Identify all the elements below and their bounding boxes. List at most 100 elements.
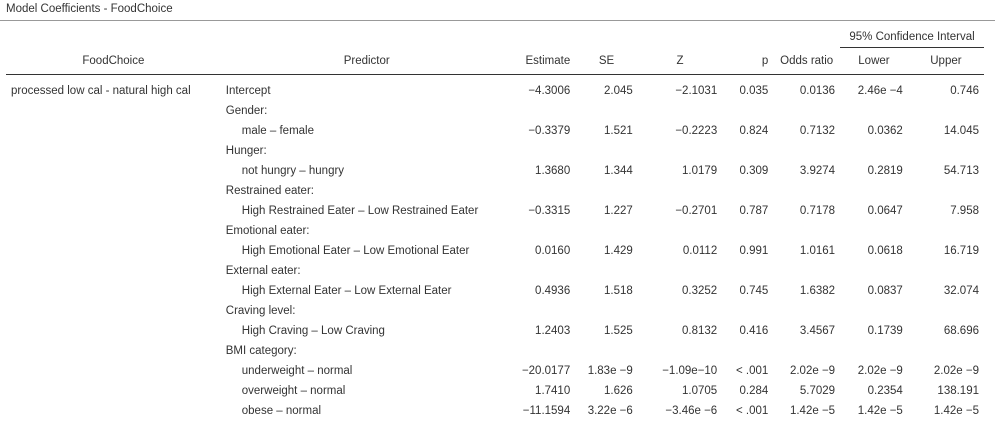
cell-foodchoice xyxy=(6,121,221,141)
col-header-odds-ratio: Odds ratio xyxy=(773,47,841,75)
cell-upper: 0.746 xyxy=(950,85,979,97)
cell-se: 1.521 xyxy=(604,125,633,137)
table-row: underweight – normal −20.0177 1.83e −9 −1.0… xyxy=(6,361,984,381)
table-body: processed low cal - natural high cal Inte… xyxy=(6,75,984,422)
cell-lower xyxy=(840,341,908,361)
cell-foodchoice xyxy=(6,201,221,221)
cell-upper: 2.02e −9 xyxy=(933,365,979,377)
cell-se xyxy=(575,141,638,161)
cell-estimate xyxy=(513,101,576,121)
cell-predictor: BMI category: xyxy=(225,345,297,357)
cell-estimate: −11.1594 xyxy=(522,405,571,417)
cell-odds-ratio xyxy=(773,301,840,321)
title-divider xyxy=(0,20,995,21)
cell-se xyxy=(575,301,638,321)
cell-upper xyxy=(908,221,984,241)
cell-p: 0.035 xyxy=(739,85,769,97)
cell-upper: 138.191 xyxy=(937,385,979,397)
table-row: High Craving – Low Craving 1.2403 1.525 0.8… xyxy=(6,321,984,341)
table-row: Restrained eater: xyxy=(6,181,984,201)
col-header-lower: Lower xyxy=(840,47,908,75)
cell-se: 3.22e −6 xyxy=(587,405,633,417)
cell-p xyxy=(722,221,773,241)
cell-estimate xyxy=(513,141,576,161)
cell-estimate xyxy=(513,341,576,361)
cell-odds-ratio: 3.4567 xyxy=(799,325,836,337)
cell-p: < .001 xyxy=(736,405,769,417)
cell-lower xyxy=(840,181,908,201)
cell-z xyxy=(638,261,722,281)
cell-estimate xyxy=(513,261,576,281)
table-row: High External Eater – Low External Eater… xyxy=(6,281,984,301)
cell-se xyxy=(575,221,638,241)
cell-upper xyxy=(908,341,984,361)
cell-predictor: External eater: xyxy=(225,265,301,277)
col-header-p: p xyxy=(722,47,774,75)
cell-se xyxy=(575,261,638,281)
cell-p: 0.416 xyxy=(739,325,769,337)
cell-p: 0.991 xyxy=(739,245,769,257)
cell-p: 0.824 xyxy=(739,125,769,137)
cell-lower: 1.42e −5 xyxy=(857,405,903,417)
cell-z: 1.0705 xyxy=(682,385,718,397)
cell-predictor: High Restrained Eater – Low Restrained E… xyxy=(241,205,479,217)
cell-foodchoice xyxy=(6,381,221,401)
cell-p xyxy=(722,101,773,121)
cell-lower xyxy=(840,141,908,161)
cell-predictor: Hunger: xyxy=(225,145,267,157)
cell-z xyxy=(638,101,722,121)
cell-odds-ratio: 0.0136 xyxy=(799,85,836,97)
cell-predictor: underweight – normal xyxy=(241,365,353,377)
cell-odds-ratio: 1.6382 xyxy=(799,285,836,297)
cell-se: 1.518 xyxy=(604,285,633,297)
cell-estimate: −0.3379 xyxy=(528,125,571,137)
cell-z: 1.0179 xyxy=(682,165,718,177)
cell-predictor: High External Eater – Low External Eater xyxy=(241,285,452,297)
cell-estimate: 1.3680 xyxy=(535,165,571,177)
cell-z: −0.2701 xyxy=(675,205,718,217)
coefficients-table: 95% Confidence Interval FoodChoice Predi… xyxy=(6,27,984,421)
cell-predictor: not hungry – hungry xyxy=(241,165,345,177)
cell-lower xyxy=(840,301,908,321)
cell-estimate: −20.0177 xyxy=(521,365,571,377)
cell-foodchoice xyxy=(6,361,221,381)
cell-foodchoice xyxy=(6,141,221,161)
cell-se: 1.525 xyxy=(604,325,633,337)
cell-z: 0.3252 xyxy=(682,285,718,297)
cell-odds-ratio xyxy=(773,181,840,201)
cell-p xyxy=(722,261,773,281)
cell-estimate xyxy=(513,181,576,201)
col-header-predictor: Predictor xyxy=(220,47,513,75)
cell-foodchoice xyxy=(6,401,221,421)
cell-lower: 0.2819 xyxy=(867,165,903,177)
cell-upper: 68.696 xyxy=(943,325,979,337)
cell-predictor: Gender: xyxy=(225,105,268,117)
cell-foodchoice xyxy=(6,341,221,361)
ci-header: 95% Confidence Interval xyxy=(840,27,984,48)
cell-estimate: −0.3315 xyxy=(528,205,571,217)
table-row: not hungry – hungry 1.3680 1.344 1.0179 0.30… xyxy=(6,161,984,181)
cell-odds-ratio: 2.02e −9 xyxy=(789,365,836,377)
cell-foodchoice xyxy=(6,281,221,301)
cell-estimate: 1.2403 xyxy=(535,325,571,337)
cell-upper: 7.958 xyxy=(950,205,979,217)
cell-odds-ratio: 5.7029 xyxy=(799,385,836,397)
cell-lower xyxy=(840,261,908,281)
cell-lower: 0.0618 xyxy=(867,245,903,257)
cell-estimate: 0.0160 xyxy=(535,245,571,257)
cell-se: 2.045 xyxy=(604,85,633,97)
cell-lower: 0.2354 xyxy=(867,385,903,397)
cell-foodchoice xyxy=(6,181,221,201)
table-row: Gender: xyxy=(6,101,984,121)
cell-estimate: 1.7410 xyxy=(535,385,571,397)
cell-odds-ratio: 1.0161 xyxy=(799,245,836,257)
cell-z: −2.1031 xyxy=(675,85,718,97)
cell-predictor: overweight – normal xyxy=(241,385,346,397)
cell-upper: 14.045 xyxy=(943,125,979,137)
cell-p xyxy=(722,141,773,161)
cell-z xyxy=(638,221,722,241)
cell-se: 1.344 xyxy=(604,165,633,177)
cell-lower: 0.0362 xyxy=(867,125,903,137)
cell-predictor: High Emotional Eater – Low Emotional Eat… xyxy=(241,245,470,257)
cell-p: 0.284 xyxy=(739,385,769,397)
